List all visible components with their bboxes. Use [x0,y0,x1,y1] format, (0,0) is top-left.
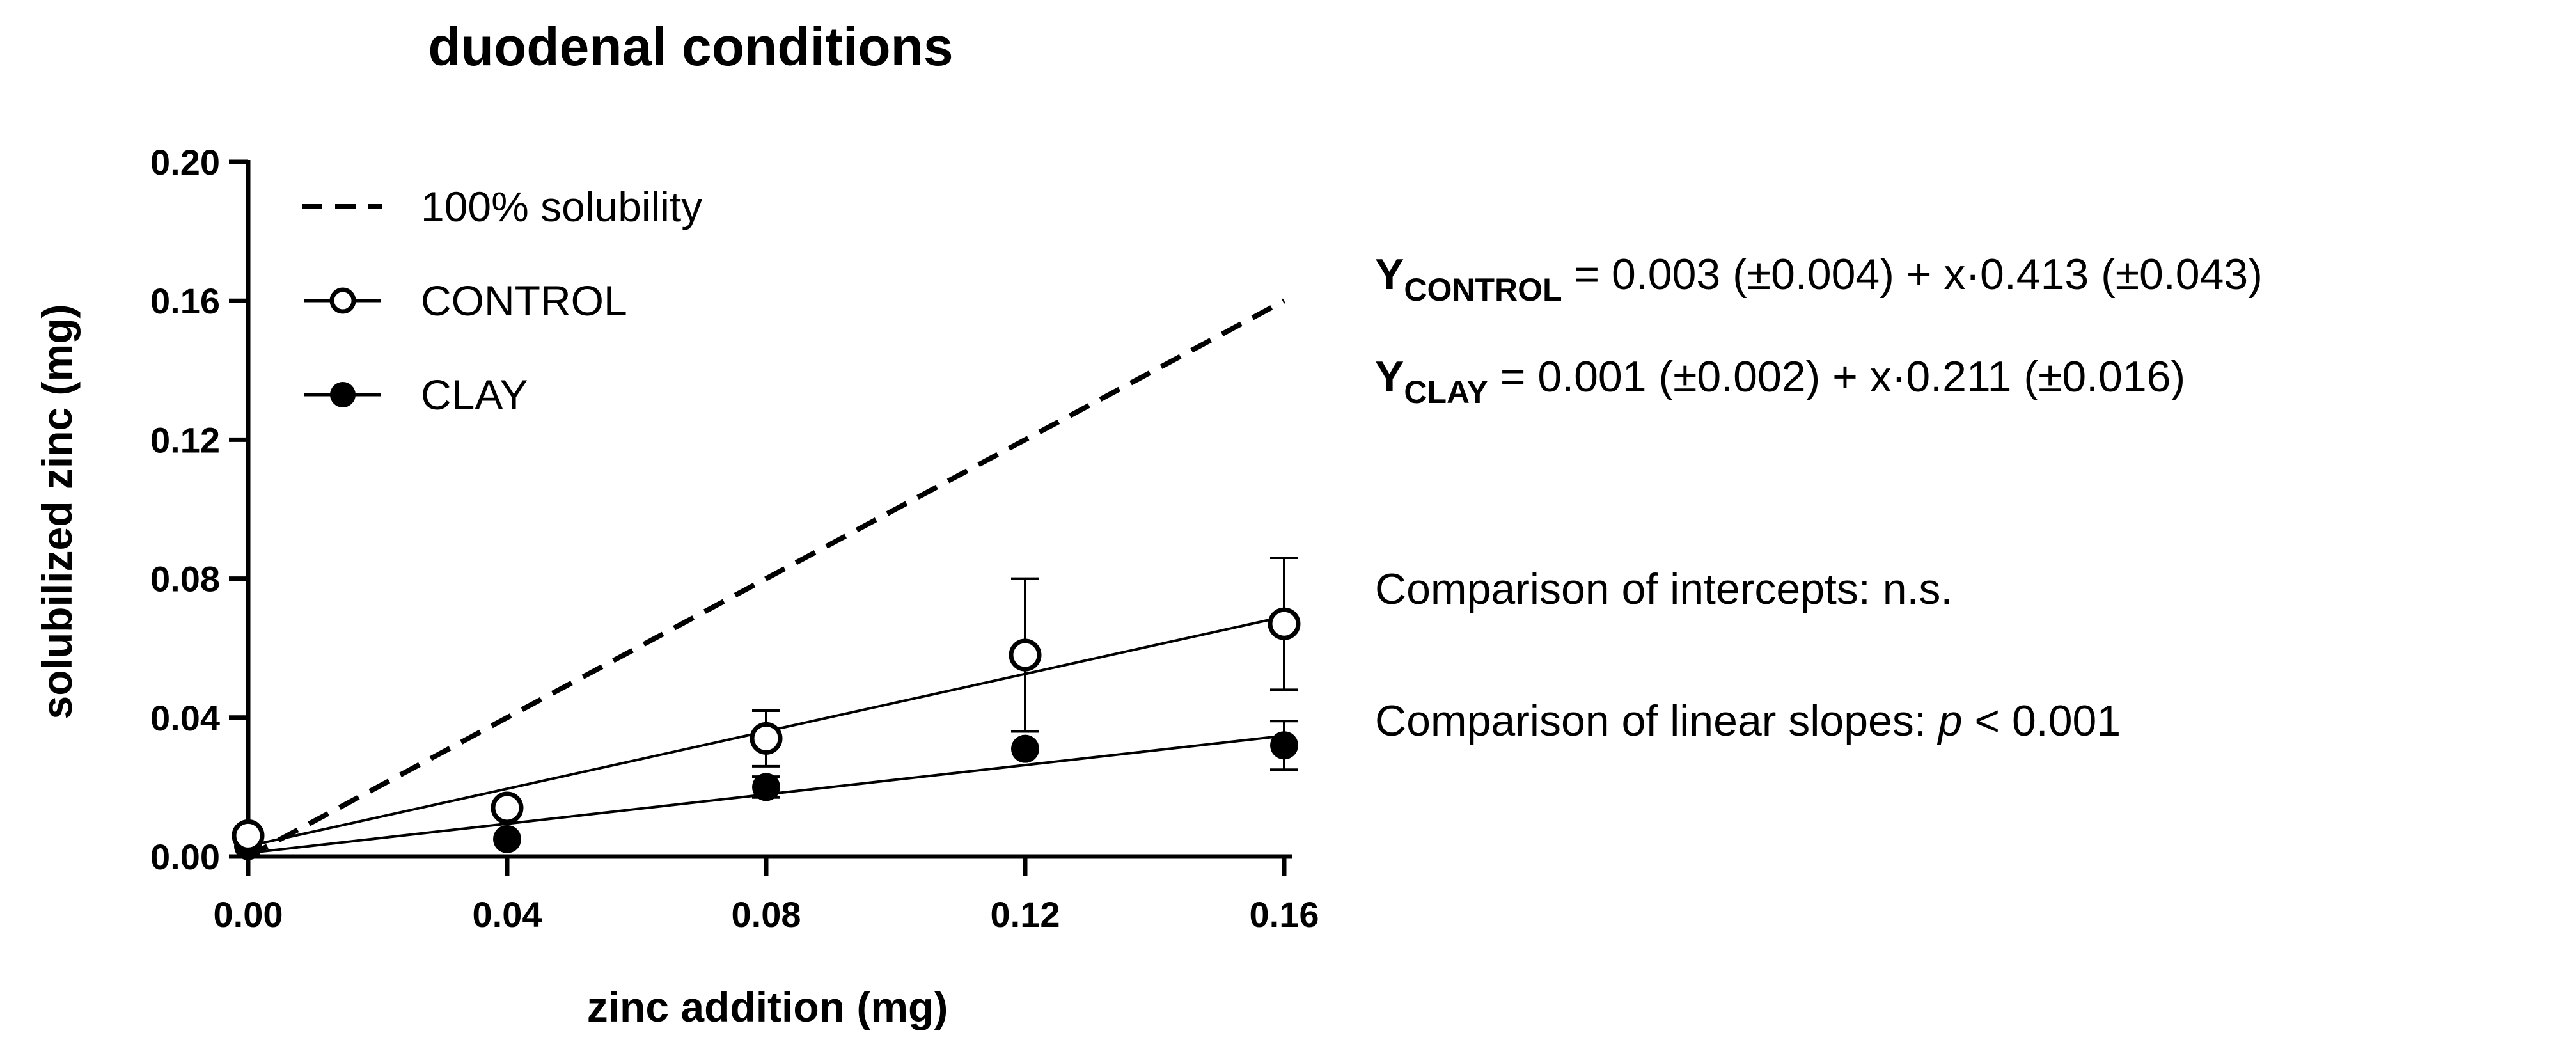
legend: 100% solubility CONTROL CLAY [302,183,702,418]
y-tick-label: 0.08 [150,559,220,599]
comparison-slopes-prefix: Comparison of linear slopes: [1375,697,1938,745]
annotations: YCONTROL = 0.003 (±0.004) + x·0.413 (±0.… [1375,250,2263,745]
comparison-slopes: Comparison of linear slopes: p < 0.001 [1375,697,2121,745]
equation-clay-subscript: CLAY [1404,374,1488,410]
x-tick-label: 0.16 [1250,894,1319,935]
point-control [491,791,524,825]
equation-control-y: Y [1375,250,1404,299]
x-ticks: 0.00 0.04 0.08 0.12 0.16 [214,857,1319,935]
equation-clay-y: Y [1375,352,1404,401]
x-axis-title: zinc addition (mg) [587,983,948,1030]
point-clay [1011,734,1039,763]
legend-label-reference: 100% solubility [421,183,702,230]
chart-title: duodenal conditions [428,17,953,77]
x-tick-label: 0.08 [732,894,801,935]
y-tick-label: 0.12 [150,420,220,460]
legend-clay-marker [330,382,356,407]
plot-area [232,298,1301,860]
comparison-slopes-p: p [1937,697,1963,745]
y-ticks: 0.00 0.04 0.08 0.12 0.16 0.20 [150,142,248,877]
equation-clay: YCLAY = 0.001 (±0.002) + x·0.211 (±0.016… [1375,352,2185,410]
y-tick-label: 0.04 [150,698,220,738]
y-tick-label: 0.00 [150,837,220,877]
axes [246,160,1292,859]
equation-control-subscript: CONTROL [1404,272,1562,308]
equation-control-body: = 0.003 (±0.004) + x·0.413 (±0.043) [1562,250,2263,299]
point-clay [752,773,780,801]
point-control [232,819,265,852]
legend-label-clay: CLAY [421,371,528,418]
reference-line-100pct [247,298,1285,859]
point-control [1268,607,1301,640]
point-clay [493,825,521,853]
legend-label-control: CONTROL [421,277,627,324]
comparison-slopes-suffix: < 0.001 [1962,697,2121,745]
point-clay [1270,731,1298,760]
y-axis-title: solubilized zinc (mg) [33,304,81,719]
equation-control: YCONTROL = 0.003 (±0.004) + x·0.413 (±0.… [1375,250,2263,308]
x-tick-label: 0.00 [214,894,283,935]
comparison-intercepts: Comparison of intercepts: n.s. [1375,565,1952,613]
legend-control-marker [329,287,356,314]
y-tick-label: 0.16 [150,281,220,321]
y-tick-label: 0.20 [150,142,220,182]
x-tick-label: 0.04 [473,894,542,935]
equation-clay-body: = 0.001 (±0.002) + x·0.211 (±0.016) [1488,352,2185,401]
x-tick-label: 0.12 [991,894,1060,935]
point-control [1009,638,1042,672]
point-control [750,722,783,755]
